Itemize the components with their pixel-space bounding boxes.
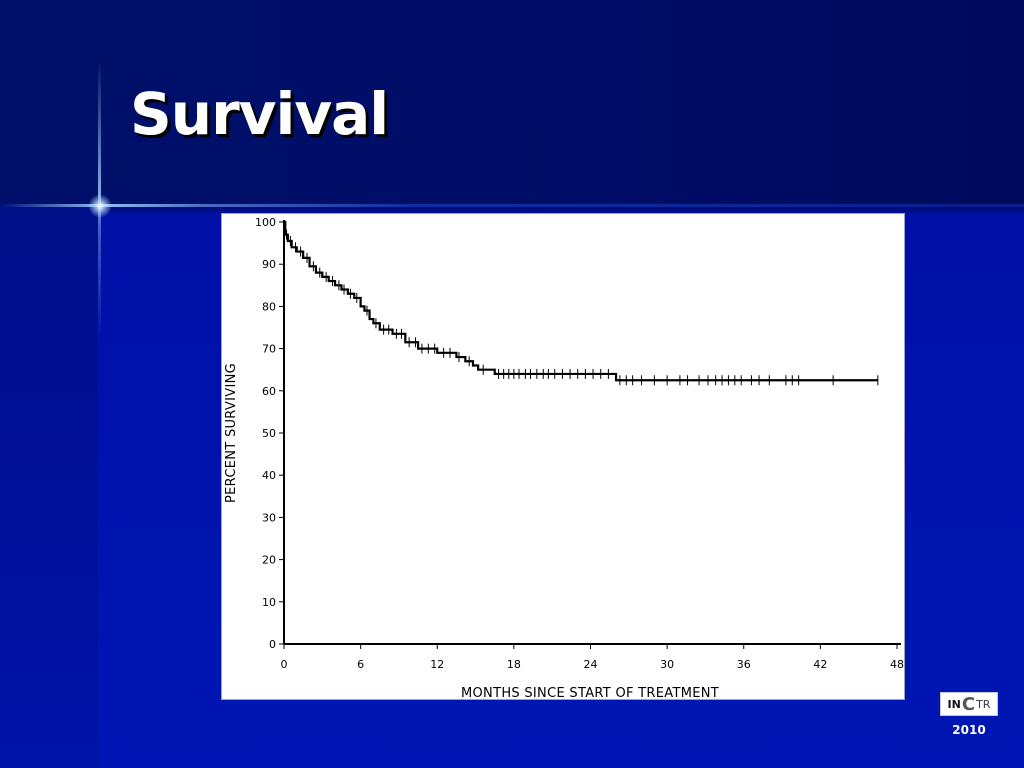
x-tick-label: 0 xyxy=(281,658,288,671)
y-axis-label: PERCENT SURVIVING xyxy=(224,363,239,503)
x-tick-label: 6 xyxy=(357,658,364,671)
censor-marks-layer xyxy=(286,229,879,386)
x-tick-label: 30 xyxy=(660,658,674,671)
x-tick-label: 18 xyxy=(507,658,521,671)
logo-text-c: C xyxy=(961,693,976,715)
y-tick-label: 60 xyxy=(262,385,276,398)
logo-text-tr: TR xyxy=(976,697,991,711)
x-tick-label: 48 xyxy=(890,658,904,671)
y-tick-label: 30 xyxy=(262,511,276,524)
year-label: 2010 xyxy=(952,723,986,737)
title-band xyxy=(0,0,1024,206)
y-tick-label: 100 xyxy=(255,216,276,229)
left-band xyxy=(0,206,98,768)
y-tick-label: 70 xyxy=(262,343,276,356)
inctr-logo: IN C TR xyxy=(940,692,998,716)
x-tick-label: 36 xyxy=(737,658,751,671)
x-tick-label: 12 xyxy=(430,658,444,671)
horizontal-accent-line xyxy=(0,204,1024,207)
y-tick-label: 80 xyxy=(262,300,276,313)
y-tick-label: 50 xyxy=(262,427,276,440)
x-tick-label: 24 xyxy=(584,658,598,671)
survival-curve xyxy=(284,220,878,382)
survival-chart: 0 10 20 30 40 50 60 70 80 90 100 0 6 12 18 24 30 36 42 48 M… xyxy=(221,213,905,701)
y-tick-label: 40 xyxy=(262,469,276,482)
axes: 0 10 20 30 40 50 60 70 80 90 100 0 6 12 18 24 30 36 42 48 xyxy=(255,216,904,671)
logo-text-in: IN xyxy=(947,697,961,711)
slide-title: Survival xyxy=(130,80,389,148)
y-tick-label: 20 xyxy=(262,554,276,567)
y-tick-label: 90 xyxy=(262,258,276,271)
y-tick-label: 10 xyxy=(262,596,276,609)
sparkle-icon xyxy=(88,194,112,218)
x-tick-label: 42 xyxy=(813,658,827,671)
survival-curve-layer xyxy=(284,220,878,382)
y-tick-label: 0 xyxy=(269,638,276,651)
chart-svg: 0 10 20 30 40 50 60 70 80 90 100 0 6 12 18 24 30 36 42 48 M… xyxy=(224,216,904,701)
x-axis-label: MONTHS SINCE START OF TREATMENT xyxy=(461,686,719,701)
